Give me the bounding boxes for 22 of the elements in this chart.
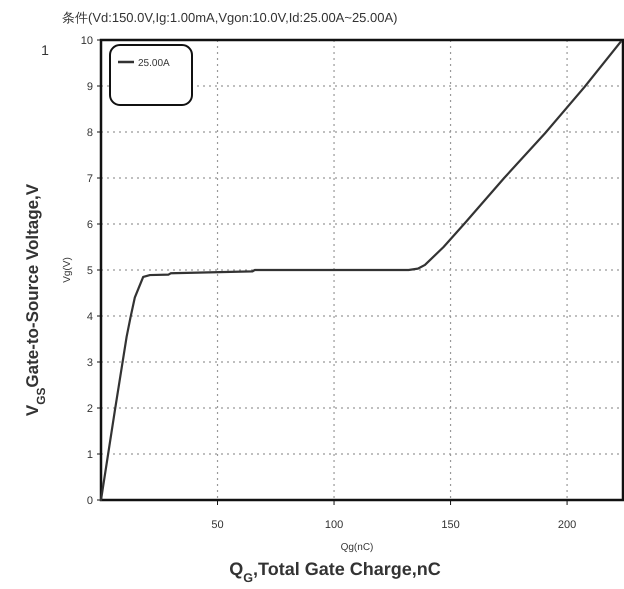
y-tick-label: 6: [86, 219, 93, 231]
legend-label: 25.00A: [138, 58, 170, 69]
text: Q$_{G}$,Total Gate Charge,nC: [229, 559, 441, 585]
chart-title: 条件(Vd:150.0V,Ig:1.00mA,Vgon:10.0V,Id:25.00A~25.00A): [62, 10, 398, 25]
line-series: [100, 40, 622, 502]
y-tick-label: 10: [80, 35, 93, 47]
y-tick-label: 5: [86, 265, 93, 277]
y-tick-label: 1: [86, 449, 93, 461]
x-tick-label: 200: [558, 519, 576, 531]
x-tick-label: 50: [211, 519, 224, 531]
y-axis-title: Vg(V): [62, 257, 73, 283]
y-tick-label: 4: [86, 311, 93, 323]
text: 1: [41, 42, 50, 58]
x-axis-title: Qg(nC): [340, 542, 374, 553]
y-tick-label: 3: [86, 357, 93, 369]
y-tick-label: 0: [86, 495, 93, 507]
y-tick-label: 7: [86, 173, 93, 185]
y-tick-label: 9: [86, 81, 93, 93]
y-tick-label: 8: [86, 127, 93, 139]
y-tick-label: 2: [86, 403, 93, 415]
x-tick-label: 150: [441, 519, 460, 531]
x-tick-label: 100: [324, 519, 344, 531]
